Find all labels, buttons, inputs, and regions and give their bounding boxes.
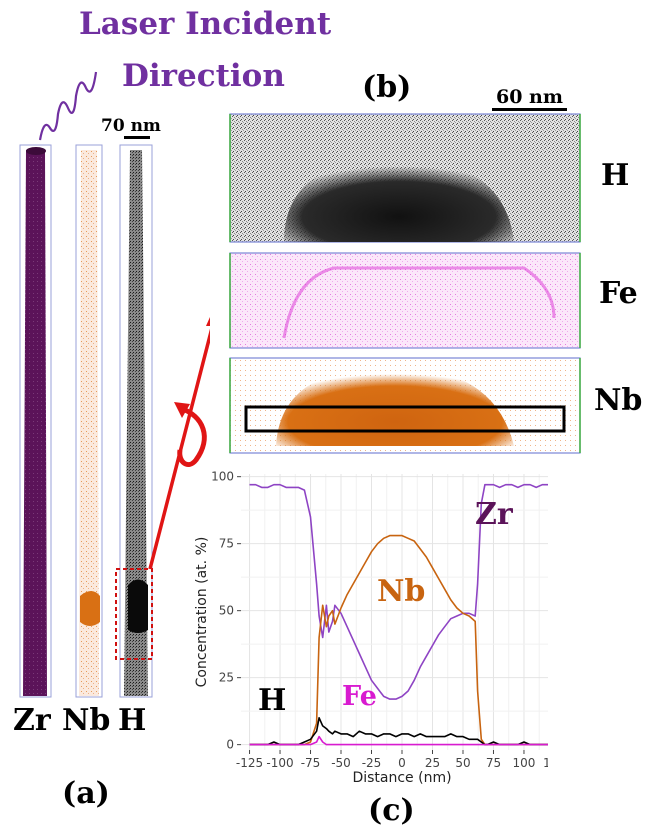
column-label-h: H (118, 703, 147, 738)
map-label-fe: Fe (599, 276, 638, 311)
fe-map (229, 252, 581, 349)
y-tick-label: 100 (211, 470, 234, 484)
chart-grid (241, 474, 548, 750)
laser-direction-title-line1: Laser Incident (79, 6, 332, 42)
x-axis-label: Distance (nm) (352, 770, 451, 786)
y-tick-label: 0 (226, 738, 234, 752)
chart-series (249, 483, 548, 746)
scale-bar-b (492, 108, 567, 111)
y-tick-label: 50 (219, 604, 234, 618)
atom-probe-needles (19, 71, 210, 698)
series-line-fe (249, 735, 548, 746)
inline-label-h: H (258, 683, 287, 718)
x-tick-label: -125 (236, 756, 263, 770)
series-line-zr (249, 483, 548, 700)
zr-needle (23, 150, 47, 696)
inline-label-nb: Nb (377, 574, 426, 609)
profile-region-box (244, 405, 566, 433)
h-hydride (128, 579, 148, 633)
column-label-nb: Nb (62, 703, 111, 738)
laser-direction-title-line2: Direction (122, 58, 285, 94)
x-tick-label: -25 (362, 756, 382, 770)
x-tick-label: 25 (425, 756, 440, 770)
x-tick-label: -50 (331, 756, 351, 770)
nb-needle (79, 150, 99, 696)
rotation-icon (177, 405, 207, 467)
laser-wave-icon (38, 71, 98, 141)
x-tick-label: 50 (455, 756, 470, 770)
scale-label-a: 70 nm (101, 116, 161, 136)
x-tick-label: -75 (301, 756, 321, 770)
panel-letter-c: (c) (368, 793, 415, 828)
selection-box (115, 568, 153, 660)
x-tick-label: 0 (398, 756, 406, 770)
map-label-nb: Nb (594, 383, 643, 418)
chart-axes: -125-100 -75 -50 -25 0 25 50 75 100 125 0 25 50 75 100 (211, 470, 548, 770)
x-tick-label: 125 (543, 756, 548, 770)
plot-area (241, 474, 548, 750)
x-tick-label: 100 (513, 756, 536, 770)
inline-label-fe: Fe (342, 681, 377, 712)
concentration-profile-chart: -125-100 -75 -50 -25 0 25 50 75 100 125 0 25 50 75 100… (194, 470, 548, 786)
x-tick-label: -100 (266, 756, 293, 770)
panel-letter-a: (a) (62, 776, 110, 811)
y-tick-label: 25 (219, 671, 234, 685)
scale-label-b: 60 nm (496, 86, 563, 108)
panel-a: 70 nm Zr Nb H (a) (0, 0, 210, 834)
y-axis-label: Concentration (at. %) (194, 537, 210, 688)
panel-letter-b: (b) (362, 70, 412, 105)
x-tick-label: 75 (486, 756, 501, 770)
panel-b-maps (229, 113, 581, 454)
scale-bar-a (124, 136, 150, 139)
y-tick-label: 75 (219, 537, 234, 551)
nb-precipitate (80, 591, 100, 626)
map-label-h: H (601, 158, 630, 193)
h-needle (124, 150, 148, 696)
inline-label-zr: Zr (475, 497, 513, 532)
column-label-zr: Zr (13, 703, 51, 738)
